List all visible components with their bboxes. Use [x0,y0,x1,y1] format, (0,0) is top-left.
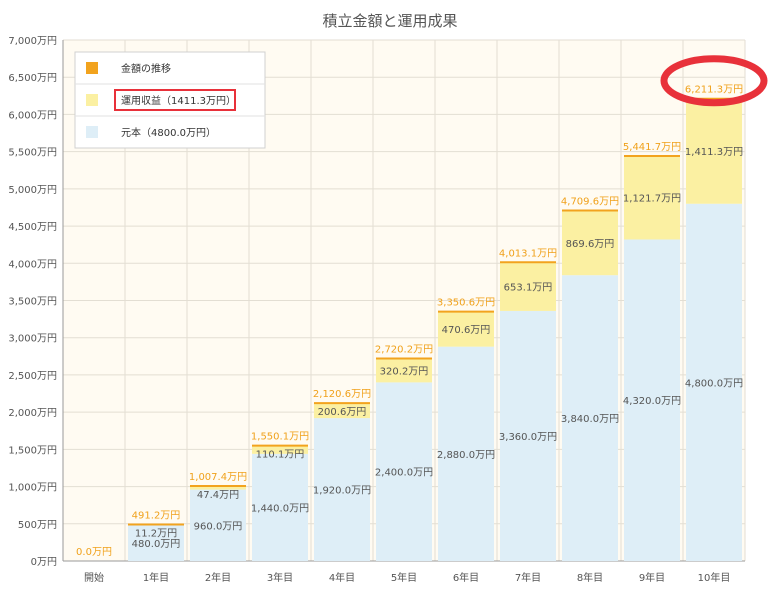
bar-gain [562,210,618,276]
x-tick-label: 10年目 [698,571,731,584]
legend-highlight-box [114,89,236,111]
y-tick-label: 2,500万円 [8,371,57,382]
gain-value-label: 47.4万円 [197,490,239,501]
highlight-circle [660,55,768,107]
bar-gain [438,311,494,347]
bar-principal [500,310,556,561]
y-tick-label: 500万円 [18,520,57,531]
y-tick-label: 5,000万円 [8,185,57,196]
gain-value-label: 869.6万円 [566,239,615,250]
bar-layer [128,97,742,561]
x-tick-label: 開始 [84,571,104,584]
principal-value-label: 960.0万円 [194,521,243,532]
gain-value-label: 11.2万円 [135,528,177,539]
total-value-label: 1,550.1万円 [251,432,309,443]
bar-gain [314,403,370,419]
total-value-label: 6,211.3万円 [685,85,743,96]
gain-value-label: 470.6万円 [442,325,491,336]
y-tick-label: 4,500万円 [8,222,57,233]
x-tick-label: 3年目 [267,571,293,584]
bar-gain [376,358,432,383]
bar-gain [252,445,308,454]
gain-value-label: 320.2万円 [380,366,429,377]
gain-value-label: 1,121.7万円 [623,194,681,205]
bar-gain [686,98,742,204]
principal-value-label: 4,800.0万円 [685,378,743,389]
y-tick-label: 1,500万円 [8,445,57,456]
y-tick-label: 2,000万円 [8,408,57,419]
bar-gain [500,262,556,311]
bar-principal [562,275,618,561]
y-tick-label: 6,500万円 [8,73,57,84]
y-tick-label: 3,500万円 [8,297,57,308]
legend-box [74,51,266,149]
bar-principal [376,382,432,561]
y-tick-label: 6,000万円 [8,110,57,121]
principal-value-label: 1,920.0万円 [313,486,371,497]
legend-swatch [86,126,98,138]
bar-principal [314,418,370,561]
total-value-label: 2,120.6万円 [313,389,371,400]
x-tick-label: 4年目 [329,571,355,584]
legend-item-total: 金額の推移 [121,62,171,75]
legend-swatch [86,94,98,106]
y-tick-label: 4,000万円 [8,259,57,270]
x-tick-label: 7年目 [515,571,541,584]
total-value-label: 491.2万円 [132,510,181,521]
y-tick-label: 7,000万円 [8,36,57,47]
bar-principal [624,239,680,561]
bar-principal [438,346,494,561]
principal-value-label: 3,840.0万円 [561,414,619,425]
total-value-label: 3,350.6万円 [437,298,495,309]
bar-principal [128,525,184,561]
x-tick-label: 5年目 [391,571,417,584]
principal-value-label: 4,320.0万円 [623,396,681,407]
principal-value-label: 2,400.0万円 [375,468,433,479]
bar-gain [190,486,246,490]
principal-value-label: 480.0万円 [132,539,181,550]
gain-value-label: 653.1万円 [504,283,553,294]
legend-item-principal: 元本（4800.0万円） [121,126,216,139]
total-value-label: 5,441.7万円 [623,142,681,153]
x-tick-label: 1年目 [143,571,169,584]
gain-value-label: 1,411.3万円 [685,147,743,158]
chart-title: 積立金額と運用成果 [322,12,458,30]
x-tick-label: 9年目 [639,571,665,584]
total-value-label: 0.0万円 [76,547,112,558]
principal-value-label: 1,440.0万円 [251,503,309,514]
y-tick-label: 1,000万円 [8,483,57,494]
bar-principal [686,203,742,561]
legend-swatch [86,62,98,74]
gain-value-label: 110.1万円 [256,450,305,461]
y-tick-label: 3,000万円 [8,334,57,345]
total-value-label: 2,720.2万円 [375,345,433,356]
bar-gain [624,155,680,240]
principal-value-label: 3,360.0万円 [499,432,557,443]
x-tick-label: 6年目 [453,571,479,584]
gain-value-label: 200.6万円 [318,407,367,418]
total-value-label: 4,013.1万円 [499,248,557,259]
y-tick-label: 5,500万円 [8,148,57,159]
bar-principal [252,453,308,561]
bar-principal [190,489,246,561]
principal-value-label: 2,880.0万円 [437,450,495,461]
x-tick-label: 8年目 [577,571,603,584]
legend-item-gain: 運用収益（1411.3万円） [121,94,236,107]
x-tick-label: 2年目 [205,571,231,584]
total-value-label: 4,709.6万円 [561,196,619,207]
total-value-label: 1,007.4万円 [189,472,247,483]
y-tick-label: 0万円 [31,557,57,568]
